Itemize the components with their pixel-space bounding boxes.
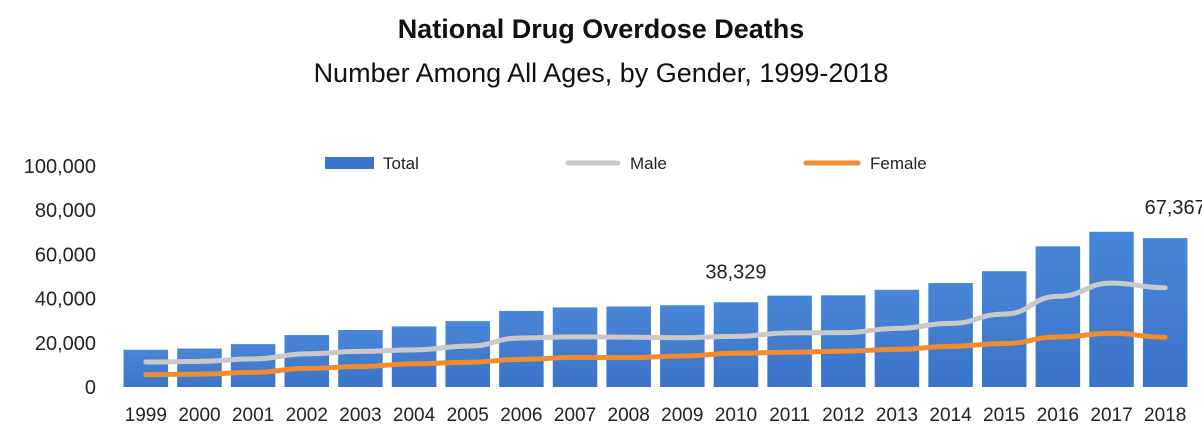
chart-title: National Drug Overdose Deaths	[397, 14, 805, 44]
line-male	[143, 280, 1168, 365]
x-tick-label: 2001	[232, 405, 274, 426]
bar-total-2011	[767, 295, 812, 387]
x-tick-label: 2007	[554, 405, 596, 426]
bar-total-2007	[552, 307, 598, 387]
bar-total-2008	[606, 306, 651, 387]
x-tick-label: 2000	[178, 405, 220, 426]
legend-swatch-total	[325, 157, 374, 169]
x-tick-label: 2005	[447, 405, 489, 426]
x-tick-label: 2018	[1144, 405, 1186, 426]
y-tick-label: 20,000	[35, 333, 96, 355]
bar-total-1999	[123, 349, 169, 387]
bar-total-2013	[874, 289, 920, 387]
bar-total-2015	[981, 271, 1027, 387]
bar-total-2004	[391, 326, 437, 387]
bar-total-2000	[177, 348, 222, 387]
bar-total-2009	[660, 305, 705, 387]
line-female	[143, 330, 1168, 378]
legend-label-male: Male	[630, 154, 667, 173]
legend-label-total: Total	[383, 154, 419, 173]
bar-total-2002	[284, 335, 330, 387]
x-tick-label: 2012	[822, 405, 864, 426]
x-tick-label: 2014	[929, 405, 972, 426]
bar-total-2001	[230, 344, 276, 387]
x-tick-label: 2017	[1090, 405, 1132, 426]
x-tick-label: 2003	[339, 405, 381, 426]
data-label-2018: 67,367	[1145, 197, 1202, 219]
chart-subtitle: Number Among All Ages, by Gender, 1999-2…	[313, 58, 889, 88]
x-tick-label: 2006	[500, 405, 542, 426]
x-tick-label: 2010	[715, 405, 757, 426]
bar-total-2014	[928, 283, 973, 387]
x-tick-label: 2015	[983, 405, 1025, 426]
x-tick-label: 1999	[125, 405, 167, 426]
data-label-2010: 38,329	[705, 261, 766, 283]
x-tick-label: 2009	[661, 405, 703, 426]
legend-label-female: Female	[870, 154, 927, 173]
bar-total-2018	[1142, 238, 1188, 387]
bar-total-2016	[1035, 246, 1081, 387]
y-tick-label: 100,000	[24, 156, 96, 178]
x-tick-label: 2008	[608, 405, 650, 426]
y-tick-label: 0	[85, 377, 96, 399]
bar-total-2005	[445, 321, 490, 387]
bar-total-2017	[1089, 231, 1134, 387]
x-tick-label: 2002	[286, 405, 328, 426]
x-tick-label: 2016	[1037, 405, 1079, 426]
y-tick-label: 80,000	[35, 200, 96, 222]
bar-total-2003	[338, 330, 383, 387]
y-tick-label: 40,000	[35, 289, 96, 311]
bar-total-2006	[499, 310, 544, 387]
bar-total-2012	[821, 295, 866, 387]
x-tick-label: 2004	[393, 405, 436, 426]
bar-total-2010	[713, 302, 759, 387]
x-tick-label: 2011	[769, 405, 810, 426]
y-tick-label: 60,000	[35, 244, 96, 266]
x-tick-label: 2013	[876, 405, 918, 426]
